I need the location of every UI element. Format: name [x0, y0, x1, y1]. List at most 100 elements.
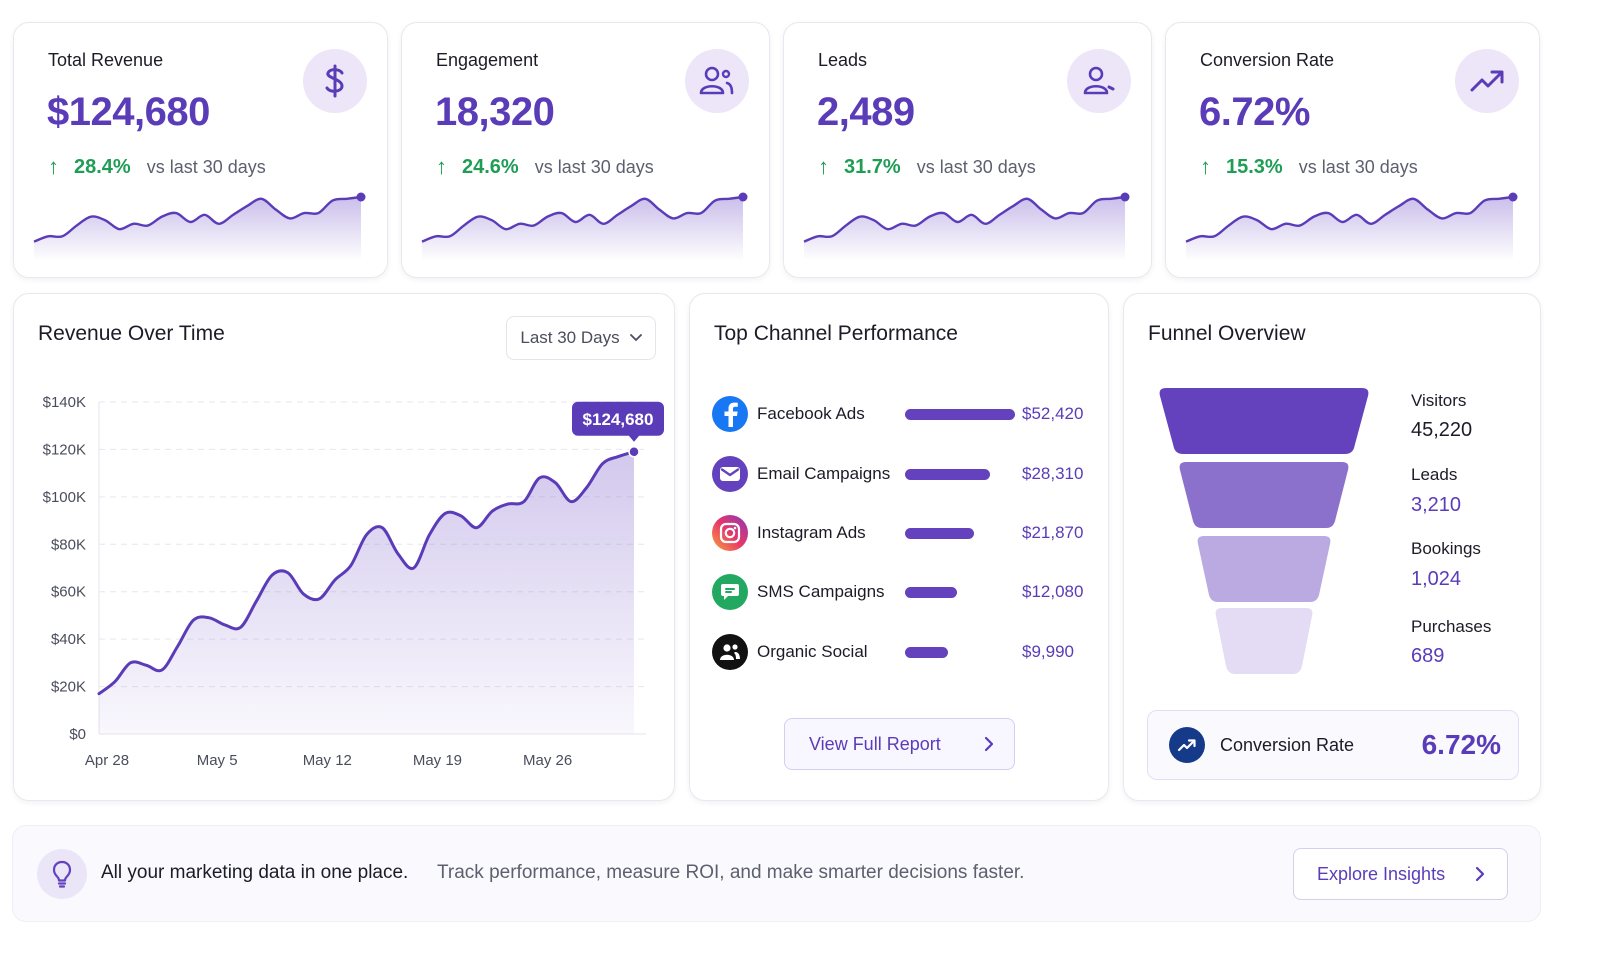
y-tick-label: $80K [51, 536, 86, 553]
y-tick-label: $60K [51, 584, 86, 601]
funnel-label: Visitors [1411, 391, 1467, 410]
x-tick-label: May 19 [413, 752, 462, 769]
funnel-label: Leads [1411, 465, 1458, 484]
kpi-comparison: vs last 30 days [1298, 156, 1418, 177]
trending-up-icon [1169, 727, 1205, 763]
x-tick-label: May 12 [303, 752, 352, 769]
view-full-report-button[interactable]: View Full Report [784, 718, 1015, 770]
sparkline-area [34, 197, 361, 259]
funnel-label: Bookings [1411, 539, 1481, 558]
sparkline-area [804, 197, 1125, 259]
tooltip-pointer [628, 434, 640, 442]
sparkline-line [803, 195, 1126, 243]
kpi-change: ↑ 31.7% vs last 30 days [818, 154, 1036, 180]
arrow-up-icon: ↑ [1200, 154, 1211, 179]
kpi-card-leads: Leads 2,489 ↑ 31.7% vs last 30 days [783, 22, 1152, 278]
kpi-title: Leads [818, 50, 868, 70]
sparkline-end-point [1508, 192, 1518, 202]
sparkline [33, 192, 366, 259]
users-icon [685, 49, 749, 113]
sparkline-line [421, 195, 744, 243]
conversion-rate-summary: Conversion Rate 6.72% [1147, 710, 1519, 780]
funnel-value: 3,210 [1411, 494, 1462, 516]
kpi-comparison: vs last 30 days [534, 156, 654, 177]
revenue-over-time-panel: $0 $20K $40K $60K $80K $100K $120K $140K Apr 28… [13, 293, 675, 801]
conversion-rate-label: Conversion Rate [1220, 734, 1355, 755]
kpi-value: $124,680 [47, 90, 210, 134]
channel-bar-track [905, 527, 1015, 539]
revenue-line [97, 450, 636, 696]
kpi-change-percent: 15.3% [1226, 155, 1283, 178]
x-tick-label: May 26 [523, 752, 572, 769]
channel-value: $12,080 [1022, 582, 1084, 601]
funnel-stage-purchases [1215, 608, 1313, 674]
channel-row: Email Campaigns $28,310 [712, 454, 1092, 494]
funnel-label: Purchases [1411, 617, 1492, 636]
kpi-comparison: vs last 30 days [146, 156, 266, 177]
lightbulb-icon [37, 849, 87, 899]
channel-bar-track [905, 468, 1015, 480]
channel-bar [905, 527, 975, 539]
kpi-title: Total Revenue [48, 50, 164, 70]
channel-name: Email Campaigns [757, 464, 891, 483]
explore-insights-button[interactable]: Explore Insights [1293, 848, 1508, 900]
channel-bar-track [905, 646, 1015, 658]
organic-social-icon [712, 634, 748, 670]
channel-bar [905, 586, 957, 598]
kpi-change: ↑ 24.6% vs last 30 days [436, 154, 654, 180]
sparkline-line [33, 195, 362, 243]
sparkline [421, 192, 748, 259]
kpi-change: ↑ 15.3% vs last 30 days [1200, 154, 1418, 180]
channel-bar [905, 646, 948, 658]
view-full-report-label: View Full Report [809, 733, 941, 754]
kpi-value: 6.72% [1199, 90, 1310, 134]
chevron-right-icon [984, 736, 994, 752]
date-range-value: Last 30 Days [520, 328, 620, 347]
channel-row: Organic Social $9,990 [712, 632, 1092, 672]
channel-bar [905, 468, 990, 480]
trending-up-icon [1455, 49, 1519, 113]
channel-name: Organic Social [757, 642, 868, 661]
y-tick-label: $120K [43, 441, 86, 458]
channel-value: $52,420 [1022, 404, 1084, 423]
channel-bar [905, 408, 1015, 420]
sparkline [1185, 192, 1518, 259]
conversion-rate-value: 6.72% [1421, 729, 1501, 760]
y-tick-label: $140K [43, 394, 86, 411]
channel-name: SMS Campaigns [757, 582, 885, 601]
tooltip-value: $124,680 [583, 410, 654, 429]
kpi-title: Engagement [436, 50, 539, 70]
revenue-area [99, 451, 634, 734]
funnel-stage-visitors [1159, 388, 1369, 454]
funnel-value: 689 [1411, 645, 1445, 667]
x-tick-label: Apr 28 [85, 752, 129, 769]
date-range-select[interactable]: Last 30 Days [506, 316, 656, 360]
sparkline-area [422, 197, 743, 259]
banner-text: Track performance, measure ROI, and make… [437, 862, 1025, 883]
funnel-chart [1159, 388, 1369, 674]
kpi-card-engagement: Engagement 18,320 ↑ 24.6% vs last 30 day… [401, 22, 770, 278]
funnel-title: Funnel Overview [1148, 322, 1306, 345]
email-icon [712, 456, 748, 492]
channel-row: Instagram Ads $21,870 [712, 513, 1092, 553]
instagram-icon [712, 515, 748, 551]
kpi-change-percent: 31.7% [844, 155, 901, 178]
insights-banner: All your marketing data in one place. Tr… [12, 825, 1541, 922]
dollar-icon [303, 49, 367, 113]
funnel-stage-leads [1179, 462, 1349, 528]
explore-insights-label: Explore Insights [1317, 863, 1446, 884]
kpi-card-total-revenue: Total Revenue $124,680 ↑ 28.4% vs last 3… [13, 22, 388, 278]
revenue-title: Revenue Over Time [38, 322, 225, 345]
sparkline-line [1185, 195, 1514, 243]
channel-row: SMS Campaigns $12,080 [712, 572, 1092, 612]
kpi-value: 2,489 [817, 90, 915, 134]
x-tick-label: May 5 [197, 752, 238, 769]
kpi-comparison: vs last 30 days [916, 156, 1036, 177]
top-channel-performance-panel: Top Channel Performance Facebook Ads $52… [689, 293, 1109, 801]
arrow-up-icon: ↑ [436, 154, 447, 179]
sparkline [803, 192, 1130, 259]
arrow-up-icon: ↑ [48, 154, 59, 179]
kpi-card-conversion-rate: Conversion Rate 6.72% ↑ 15.3% vs last 30… [1165, 22, 1540, 278]
channels-title: Top Channel Performance [714, 322, 958, 345]
channel-bar-track [905, 408, 1015, 420]
